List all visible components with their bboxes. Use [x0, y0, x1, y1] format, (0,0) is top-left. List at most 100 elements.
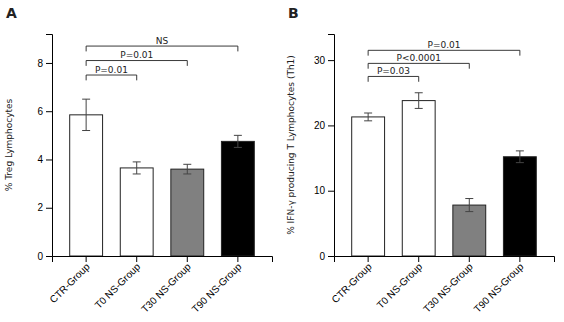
significance-bracket	[86, 61, 187, 66]
y-axis: 0 2 4 6 8	[37, 35, 52, 262]
x-axis-line	[335, 257, 555, 263]
y-tick-mark	[328, 191, 334, 192]
error-bar-cap	[234, 135, 242, 136]
y-tick-label: 2	[37, 202, 43, 213]
y-tick-label: 6	[37, 106, 43, 117]
x-tick-mark	[86, 256, 87, 262]
y-tick: 8	[37, 58, 52, 69]
x-tick: T0 NS-Group	[375, 256, 425, 311]
x-tick-mark	[418, 256, 419, 262]
y-tick: 0	[319, 251, 334, 262]
significance-bracket	[368, 76, 419, 81]
significance-label: P=0.01	[427, 40, 460, 50]
error-bar-cap	[234, 147, 242, 148]
significance-label: P=0.01	[120, 50, 153, 60]
x-tick: T0 NS-Group	[93, 256, 143, 311]
x-tick-mark	[519, 256, 520, 262]
bar	[171, 169, 204, 256]
error-bar-cap	[364, 113, 372, 114]
x-tick-label: T30 NS-Group	[421, 261, 475, 315]
x-axis: CTR-GroupT0 NS-GroupT30 NS-GroupT90 NS-G…	[47, 256, 272, 315]
error-bar	[364, 113, 372, 121]
error-bar-stem	[187, 164, 188, 174]
y-axis-title: % IFN-γ producing T Lymphocytes (Th1)	[286, 55, 296, 235]
error-bar-stem	[136, 162, 137, 174]
x-tick-label: T90 NS-Group	[472, 261, 526, 315]
error-bar-stem	[418, 93, 419, 109]
y-tick-mark	[46, 111, 52, 112]
y-tick-mark	[46, 63, 52, 64]
marks	[352, 93, 537, 256]
y-tick-mark	[328, 60, 334, 61]
y-axis-title: % Treg Lymphocytes	[4, 98, 14, 191]
error-bar-cap	[183, 164, 191, 165]
error-bar	[516, 151, 524, 163]
y-tick-mark	[328, 125, 334, 126]
marks	[70, 99, 255, 256]
y-tick-label: 20	[314, 120, 326, 131]
panel-label: A	[6, 5, 17, 21]
y-tick: 2	[37, 202, 52, 213]
x-axis: CTR-GroupT0 NS-GroupT30 NS-GroupT90 NS-G…	[329, 256, 554, 315]
y-tick-label: 0	[37, 251, 43, 262]
error-bar-cap	[415, 108, 423, 109]
error-bar	[82, 99, 90, 130]
error-bar-stem	[368, 113, 369, 121]
error-bar-stem	[86, 99, 87, 130]
x-tick-mark	[237, 256, 238, 262]
bar	[402, 101, 435, 256]
error-bar-stem	[519, 151, 520, 163]
y-tick-mark	[46, 208, 52, 209]
y-tick: 6	[37, 106, 52, 117]
x-axis-line	[53, 257, 273, 263]
significance-label: P=0.01	[95, 65, 128, 75]
y-tick-label: 4	[37, 154, 43, 165]
y-tick-label: 30	[314, 55, 326, 66]
x-tick-label: T30 NS-Group	[139, 261, 193, 315]
x-tick: T30 NS-Group	[139, 256, 193, 315]
error-bar	[133, 162, 141, 174]
bar	[503, 157, 536, 256]
significance-bracket	[86, 75, 137, 80]
error-bar-stem	[469, 199, 470, 212]
x-tick: CTR-Group	[47, 256, 92, 305]
panel: 0 2 4 6 8 CTR-GroupT0 NS-GroupT30 NS-GroupT90…	[4, 5, 273, 315]
plot-area: 0102030CTR-GroupT0 NS-GroupT30 NS-GroupT…	[314, 35, 555, 315]
error-bar-cap	[465, 211, 473, 212]
panel: 0102030CTR-GroupT0 NS-GroupT30 NS-GroupT…	[286, 5, 555, 315]
bar	[70, 115, 103, 256]
x-tick-label: T0 NS-Group	[93, 261, 143, 311]
x-tick-mark	[187, 256, 188, 262]
x-tick: T30 NS-Group	[421, 256, 475, 315]
x-tick-mark	[136, 256, 137, 262]
error-bar-cap	[516, 162, 524, 163]
error-bar	[234, 135, 242, 147]
significance-label: NS	[156, 36, 169, 46]
x-tick-mark	[469, 256, 470, 262]
y-tick-mark	[46, 256, 52, 257]
significance-label: P=0.03	[377, 66, 410, 76]
significance-bracket	[368, 50, 520, 55]
error-bar-cap	[183, 173, 191, 174]
error-bar-cap	[415, 92, 423, 93]
y-axis: 0102030	[314, 35, 335, 262]
x-tick-label: CTR-Group	[329, 261, 374, 306]
y-axis-line	[46, 35, 53, 257]
significance-label: P<0.0001	[396, 53, 440, 63]
error-bar	[415, 93, 423, 109]
error-bar-cap	[82, 99, 90, 100]
error-bar	[183, 164, 191, 174]
x-tick-label: T90 NS-Group	[190, 261, 244, 315]
y-axis-line	[328, 35, 335, 257]
bar	[120, 168, 153, 256]
x-tick: T90 NS-Group	[190, 256, 244, 315]
y-tick: 30	[314, 55, 334, 66]
y-tick-label: 0	[319, 251, 325, 262]
y-tick-label: 8	[37, 58, 43, 69]
y-tick: 0	[37, 251, 52, 262]
error-bar-cap	[465, 198, 473, 199]
significance-bracket	[368, 63, 469, 68]
error-bar-cap	[364, 120, 372, 121]
bar	[453, 205, 486, 256]
error-bar-cap	[133, 161, 141, 162]
